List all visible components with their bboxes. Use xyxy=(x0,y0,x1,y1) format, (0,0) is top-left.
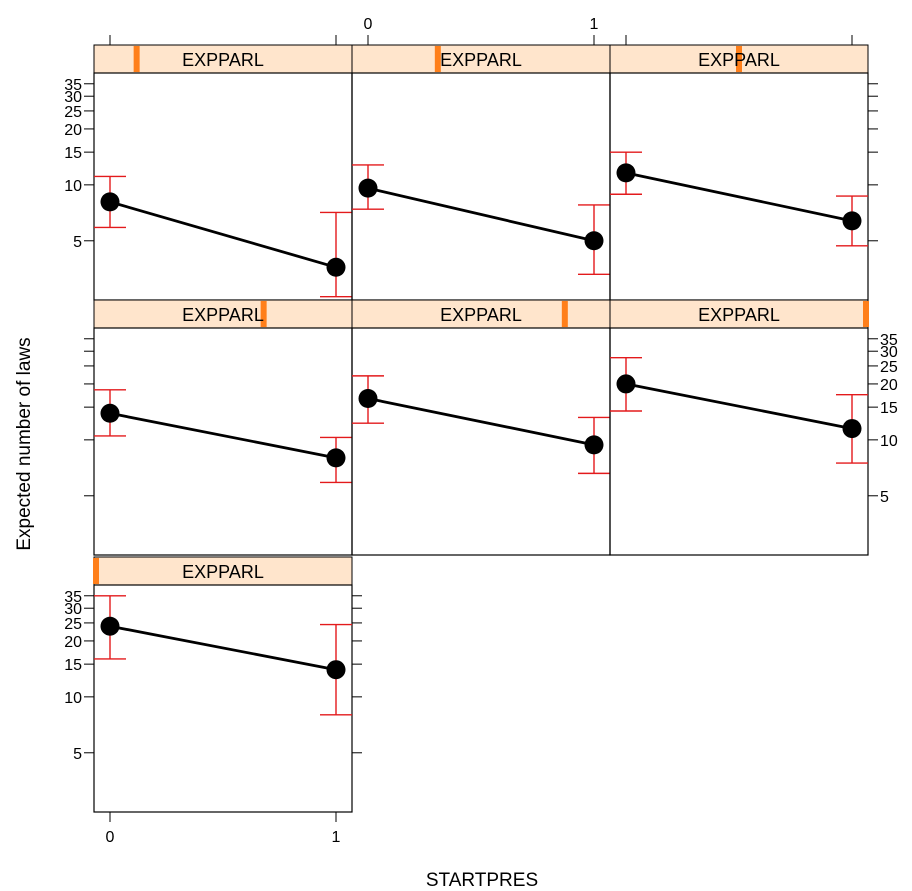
y-tick-label: 35 xyxy=(64,77,82,94)
fit-line xyxy=(109,200,337,269)
panel-box xyxy=(93,327,353,556)
strip-label: EXPPARL xyxy=(698,50,780,70)
panel-box xyxy=(609,72,869,301)
fit-line xyxy=(109,624,337,672)
strip-label: EXPPARL xyxy=(182,305,264,325)
data-point xyxy=(842,211,862,231)
data-point xyxy=(326,257,346,277)
data-point xyxy=(584,435,604,455)
y-tick-label: 30 xyxy=(880,344,898,361)
strip-level-indicator xyxy=(133,46,140,72)
data-point xyxy=(100,192,120,212)
fit-line xyxy=(367,186,595,243)
y-tick-label: 30 xyxy=(64,89,82,106)
panel-3: EXPPARL xyxy=(351,44,611,301)
y-tick-label: 10 xyxy=(64,178,82,195)
x-tick-label: 0 xyxy=(364,16,373,33)
strip-level-indicator xyxy=(561,301,568,327)
fit-line xyxy=(625,382,853,430)
data-point xyxy=(616,374,636,394)
strip-label: EXPPARL xyxy=(440,305,522,325)
fit-line xyxy=(367,397,595,447)
x-tick-label: 1 xyxy=(332,829,341,846)
y-tick-label: 35 xyxy=(64,589,82,606)
y-tick-label: 10 xyxy=(880,433,898,450)
panel-box xyxy=(609,327,869,556)
fit-line xyxy=(109,411,337,460)
panel-5: EXPPARL xyxy=(93,299,353,556)
y-tick-label: 30 xyxy=(64,601,82,618)
strip-level-indicator xyxy=(434,46,441,72)
y-tick-label: 5 xyxy=(880,489,889,506)
strip xyxy=(93,556,353,586)
data-point xyxy=(100,616,120,636)
strip-level-indicator xyxy=(736,46,742,72)
panel-box xyxy=(351,72,611,301)
panel-2: EXPPARL xyxy=(93,44,353,301)
data-point xyxy=(100,403,120,423)
data-point xyxy=(358,388,378,408)
y-tick-label: 20 xyxy=(64,634,82,651)
y-tick-label: 5 xyxy=(73,234,82,251)
data-point xyxy=(358,178,378,198)
y-tick-label: 10 xyxy=(64,690,82,707)
y-tick-label: 20 xyxy=(880,377,898,394)
y-tick-label: 25 xyxy=(64,616,82,633)
strip xyxy=(609,299,869,329)
strip-label: EXPPARL xyxy=(182,50,264,70)
y-tick-label: 35 xyxy=(880,332,898,349)
panel-6: EXPPARL xyxy=(351,299,611,556)
panel-4: EXPPARL xyxy=(609,44,869,301)
axes-group: 5101520253035510152025303551015202530350… xyxy=(64,16,898,846)
data-point xyxy=(616,163,636,183)
fit-line xyxy=(625,171,853,223)
strip-level-indicator xyxy=(863,301,869,327)
data-point xyxy=(584,231,604,251)
strip xyxy=(93,299,353,329)
x-axis-label: STARTPRES xyxy=(426,870,538,891)
x-tick-label: 1 xyxy=(590,16,599,33)
strip-label: EXPPARL xyxy=(182,562,264,582)
data-point xyxy=(326,660,346,680)
strip-level-indicator xyxy=(260,301,267,327)
x-tick-label: 0 xyxy=(106,829,115,846)
y-axis-label: Expected number of laws xyxy=(14,337,35,550)
panel-7: EXPPARL xyxy=(609,299,869,556)
strip-level-indicator xyxy=(93,558,99,584)
y-tick-label: 20 xyxy=(64,122,82,139)
data-point xyxy=(326,448,346,468)
strip-label: EXPPARL xyxy=(698,305,780,325)
panel-box xyxy=(93,72,353,301)
panel-box xyxy=(93,584,353,813)
panel-1: EXPPARL xyxy=(93,556,353,813)
strip-label: EXPPARL xyxy=(440,50,522,70)
panels-group: EXPPARL EXPPARL EXPPARL EXPPARL EXPPARL EXPPA… xyxy=(93,44,869,813)
y-tick-label: 25 xyxy=(64,104,82,121)
y-tick-label: 25 xyxy=(880,359,898,376)
data-point xyxy=(842,419,862,439)
y-tick-label: 15 xyxy=(64,145,82,162)
y-tick-label: 15 xyxy=(64,657,82,674)
y-tick-label: 15 xyxy=(880,400,898,417)
y-tick-label: 5 xyxy=(73,746,82,763)
